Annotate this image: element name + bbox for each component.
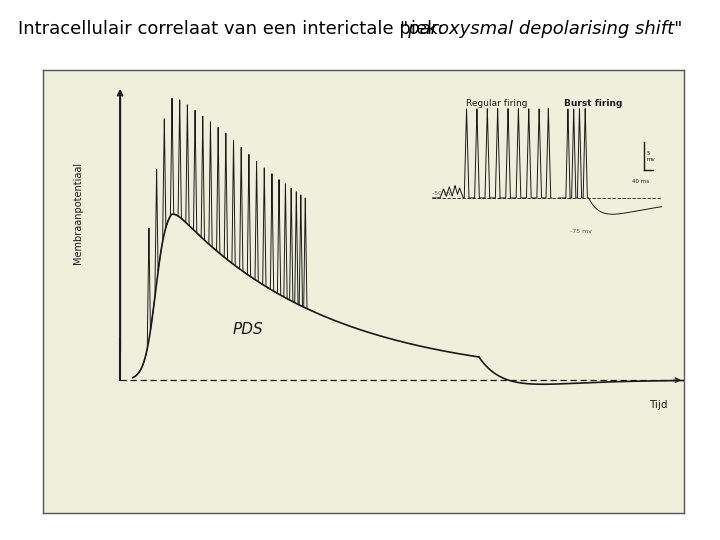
Text: -50 mv: -50 mv <box>432 191 454 195</box>
Text: "paroxysmal depolarising shift": "paroxysmal depolarising shift" <box>400 20 683 38</box>
Text: Regular firing: Regular firing <box>466 98 527 107</box>
Text: Tijd: Tijd <box>649 401 668 410</box>
Text: Burst firing: Burst firing <box>564 98 623 107</box>
Text: 40 ms: 40 ms <box>632 179 649 184</box>
Text: PDS: PDS <box>233 322 264 337</box>
Text: 5
mv: 5 mv <box>647 151 655 162</box>
Text: Membraanpotentiaal: Membraanpotentiaal <box>73 161 84 264</box>
Text: -75 mv: -75 mv <box>570 229 593 234</box>
Text: Intracellulair correlaat van een interictale piek:: Intracellulair correlaat van een interic… <box>18 20 449 38</box>
Text: Intracellulair correlaat van een interictale piek: "paroxysmal depolarising shif: Intracellulair correlaat van een interic… <box>0 539 1 540</box>
